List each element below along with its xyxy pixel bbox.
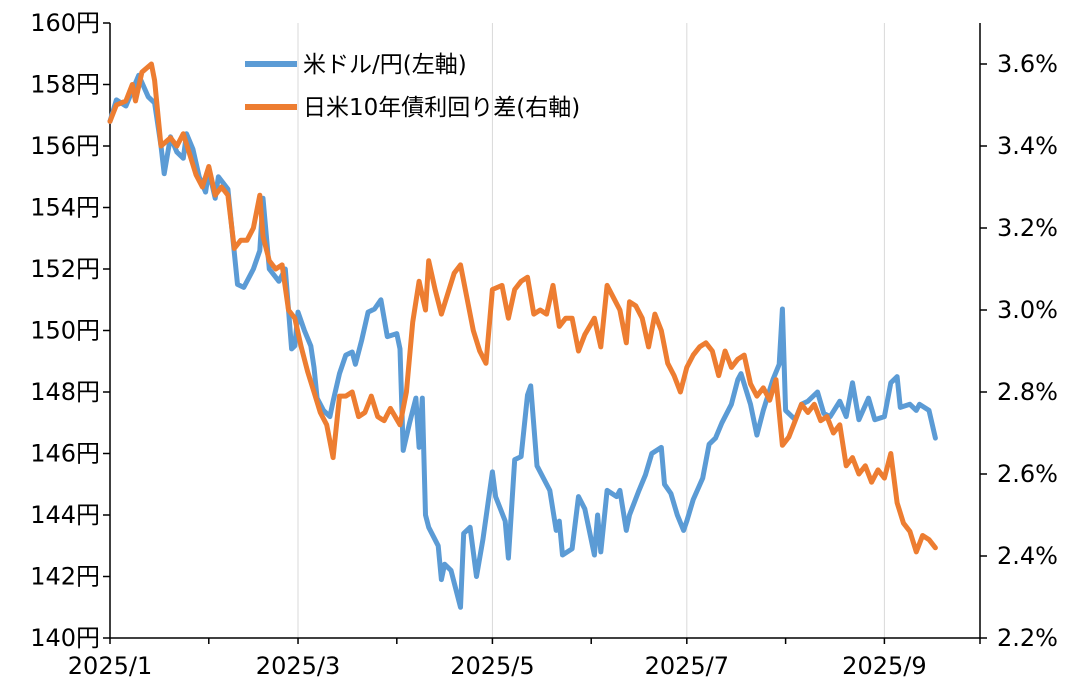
left-tick-label: 152円 xyxy=(30,255,100,283)
right-axis-ticks: 2.2% 2.4% 2.6% 2.8% 3.0% 3.2% 3.4% 3.6% xyxy=(980,50,1058,652)
legend-label-yield-spread: 日米10年債利回り差(右軸) xyxy=(303,95,580,121)
x-tick-label: 2025/3 xyxy=(256,652,340,680)
left-tick-label: 158円 xyxy=(30,71,100,99)
left-tick-label: 148円 xyxy=(30,378,100,406)
series-line-yield-spread xyxy=(107,61,938,555)
left-tick-label: 142円 xyxy=(30,563,100,591)
x-axis-ticks: 2025/1 2025/3 2025/5 2025/7 2025/9 xyxy=(68,638,981,680)
series-lines xyxy=(107,61,938,610)
right-tick-label: 3.2% xyxy=(997,214,1058,242)
right-tick-label: 3.6% xyxy=(997,50,1058,78)
left-tick-label: 150円 xyxy=(30,317,100,345)
x-tick-label: 2025/1 xyxy=(68,652,152,680)
right-tick-label: 2.8% xyxy=(997,378,1058,406)
left-axis-ticks: 140円 142円 144円 146円 148円 150円 152円 154円 156円 158円… xyxy=(30,9,110,652)
legend-label-usdjpy: 米ドル/円(左軸) xyxy=(303,52,467,78)
right-tick-label: 2.4% xyxy=(997,542,1058,570)
x-tick-label: 2025/9 xyxy=(842,652,926,680)
legend: 米ドル/円(左軸) 日米10年債利回り差(右軸) xyxy=(245,52,580,121)
right-tick-label: 2.6% xyxy=(997,460,1058,488)
right-tick-label: 3.4% xyxy=(997,132,1058,160)
x-tick-label: 2025/5 xyxy=(450,652,534,680)
left-tick-label: 146円 xyxy=(30,440,100,468)
left-tick-label: 160円 xyxy=(30,9,100,37)
left-tick-label: 154円 xyxy=(30,194,100,222)
left-tick-label: 144円 xyxy=(30,501,100,529)
right-tick-label: 2.2% xyxy=(997,624,1058,652)
right-tick-label: 3.0% xyxy=(997,296,1058,324)
x-tick-label: 2025/7 xyxy=(645,652,729,680)
left-tick-label: 156円 xyxy=(30,132,100,160)
left-tick-label: 140円 xyxy=(30,624,100,652)
series-line-usdjpy xyxy=(107,72,938,610)
